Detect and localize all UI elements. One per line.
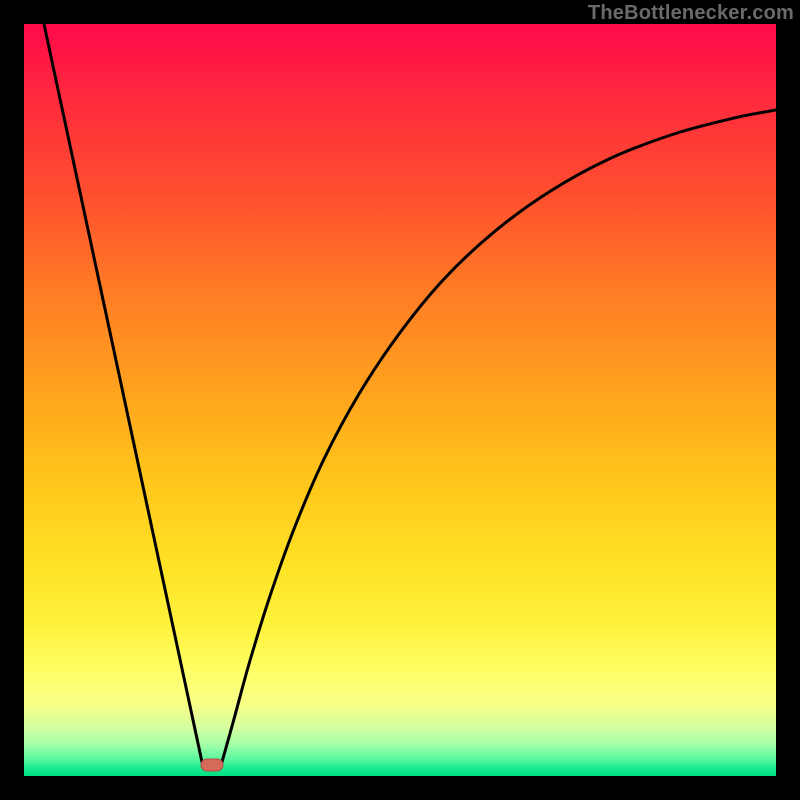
plot-svg [24, 24, 776, 776]
minimum-marker [201, 759, 223, 771]
chart-frame: TheBottlenecker.com [0, 0, 800, 800]
plot-area [24, 24, 776, 776]
watermark-text: TheBottlenecker.com [588, 2, 794, 25]
